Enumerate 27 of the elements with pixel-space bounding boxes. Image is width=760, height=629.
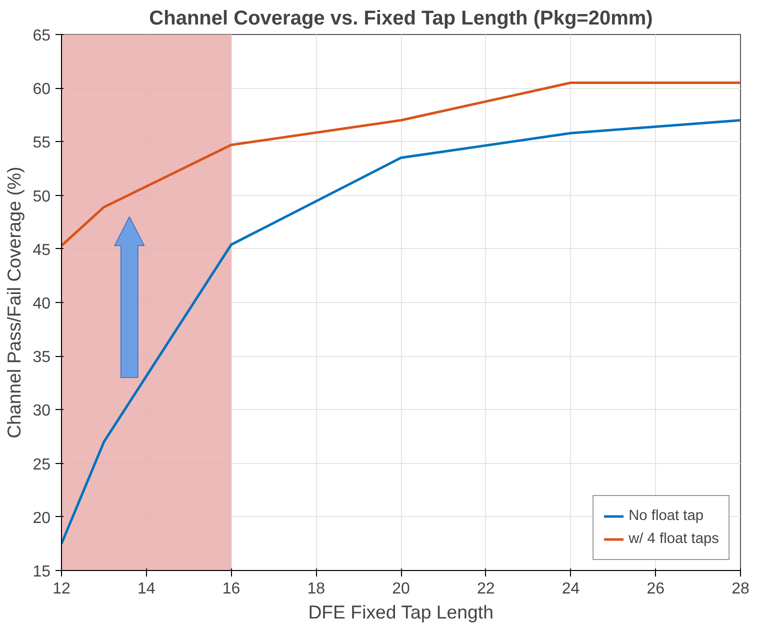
y-tick-label: 50 [32, 188, 51, 206]
y-tick-label: 65 [32, 28, 51, 44]
y-tick-label: 30 [32, 402, 51, 420]
y-tick-label: 15 [32, 564, 51, 580]
line-series [62, 81, 740, 247]
y-tick-label: 40 [32, 296, 51, 312]
legend-label: No float tap [628, 508, 704, 524]
y-axis-title: Channel Pass/Fail Coverage (%) [4, 166, 25, 438]
y-tick-label: 60 [32, 81, 51, 98]
x-tick-label: 12 [52, 580, 70, 598]
x-axis-title: DFE Fixed Tap Length [308, 602, 494, 622]
y-tick-label: 55 [32, 134, 51, 152]
y-tick-label: 20 [32, 510, 51, 527]
chart-title: Channel Coverage vs. Fixed Tap Length (Pkg=20mm) [149, 8, 653, 30]
line-series [62, 119, 740, 545]
y-tick-label: 45 [32, 242, 51, 259]
x-tick-label: 14 [137, 580, 156, 598]
x-tick-label: 24 [562, 580, 580, 598]
y-tick-label: 35 [32, 349, 51, 366]
x-tick-label: 22 [476, 580, 495, 598]
x-tick-label: 20 [392, 580, 410, 598]
y-tick-label: 25 [32, 456, 51, 474]
x-tick-label: 28 [732, 580, 750, 598]
x-tick-label: 16 [222, 580, 240, 598]
legend-label: w/ 4 float taps [628, 531, 719, 547]
x-tick-label: 26 [646, 580, 665, 598]
x-tick-label: 18 [307, 580, 326, 598]
